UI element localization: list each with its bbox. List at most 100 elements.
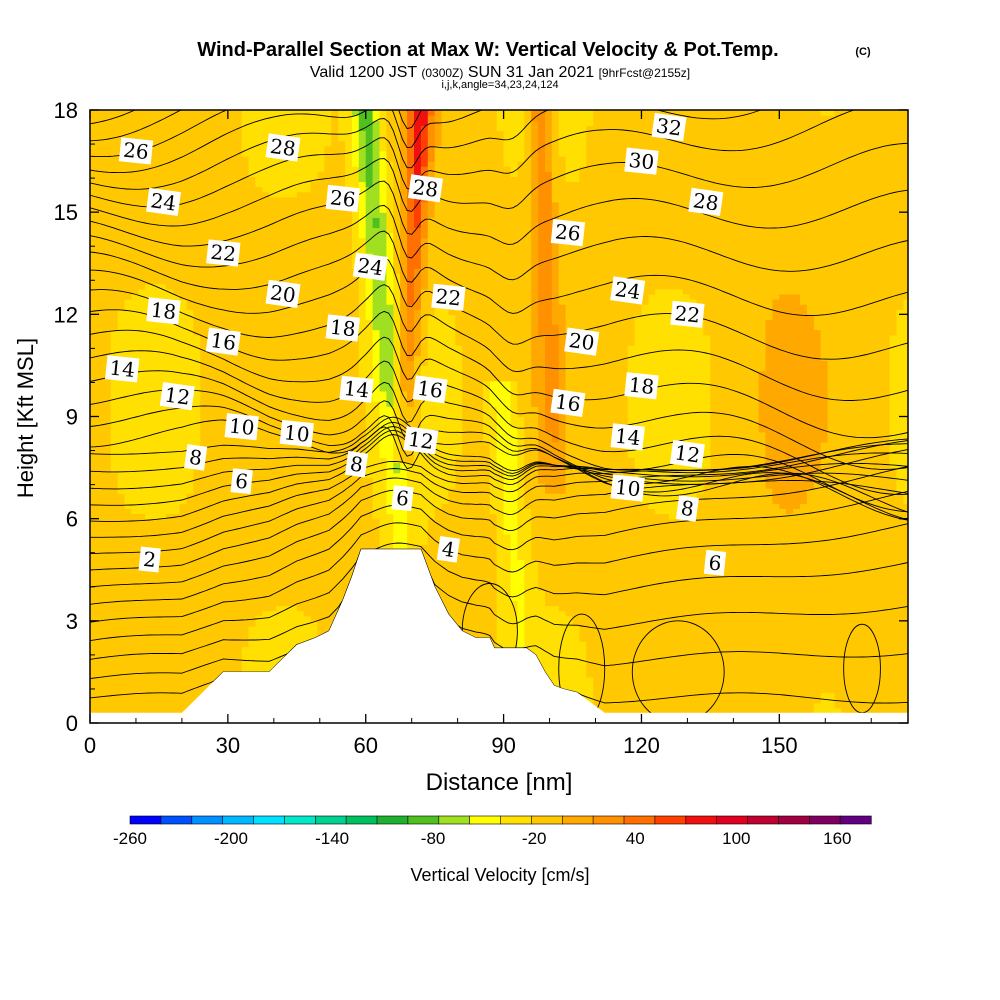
- velocity-cell: [193, 620, 201, 627]
- velocity-cell: [372, 457, 381, 464]
- velocity-cell: [255, 150, 263, 157]
- velocity-cell: [214, 462, 222, 469]
- velocity-cell: [207, 283, 215, 290]
- velocity-cell: [296, 554, 305, 561]
- velocity-cell: [289, 580, 298, 586]
- velocity-cell: [124, 677, 132, 683]
- velocity-cell: [241, 452, 250, 458]
- velocity-cell: [248, 482, 256, 489]
- velocity-cell: [193, 247, 201, 254]
- velocity-cell: [200, 406, 208, 412]
- velocity-cell: [227, 166, 236, 172]
- velocity-cell: [90, 130, 98, 137]
- velocity-cell: [96, 355, 105, 361]
- velocity-cell: [324, 518, 332, 525]
- velocity-cell: [248, 263, 256, 269]
- velocity-cell: [90, 462, 98, 469]
- velocity-cell: [310, 554, 319, 561]
- velocity-cell: [152, 462, 160, 469]
- velocity-cell: [138, 697, 146, 704]
- velocity-cell: [296, 207, 305, 213]
- velocity-cell: [241, 268, 250, 275]
- velocity-cell: [303, 319, 312, 326]
- velocity-cell: [331, 309, 339, 315]
- velocity-cell: [324, 258, 332, 264]
- velocity-cell: [158, 615, 167, 622]
- velocity-cell: [158, 268, 167, 275]
- velocity-cell: [96, 345, 105, 351]
- velocity-cell: [324, 580, 332, 586]
- velocity-cell: [234, 498, 243, 504]
- velocity-cell: [193, 426, 201, 433]
- velocity-cell: [124, 472, 132, 479]
- velocity-cell: [124, 482, 132, 489]
- velocity-cell: [214, 166, 222, 172]
- velocity-cell: [124, 396, 132, 402]
- velocity-cell: [214, 110, 222, 116]
- velocity-cell: [234, 201, 243, 208]
- velocity-cell: [296, 293, 305, 300]
- velocity-cell: [186, 375, 194, 382]
- velocity-cell: [351, 416, 360, 423]
- velocity-cell: [152, 319, 160, 326]
- velocity-cell: [186, 625, 194, 632]
- velocity-cell: [255, 600, 263, 607]
- velocity-cell: [96, 610, 105, 617]
- velocity-cell: [310, 457, 319, 464]
- subtitle-date: SUN 31 Jan 2021: [463, 64, 598, 81]
- velocity-cell: [124, 447, 132, 453]
- velocity-cell: [269, 258, 277, 264]
- velocity-cell: [324, 508, 332, 515]
- velocity-cell: [193, 498, 201, 504]
- velocity-cell: [262, 666, 270, 673]
- velocity-cell: [96, 682, 105, 688]
- velocity-cell: [365, 186, 374, 193]
- velocity-cell: [193, 625, 201, 632]
- velocity-cell: [317, 360, 325, 366]
- velocity-cell: [158, 166, 167, 172]
- velocity-cell: [255, 293, 263, 300]
- velocity-cell: [283, 600, 291, 607]
- velocity-cell: [186, 242, 194, 249]
- velocity-cell: [289, 401, 298, 407]
- velocity-cell: [283, 166, 291, 172]
- velocity-cell: [303, 196, 312, 203]
- velocity-cell: [200, 293, 208, 300]
- velocity-cell: [90, 549, 98, 555]
- velocity-cell: [338, 467, 346, 474]
- velocity-cell: [165, 661, 174, 668]
- velocity-cell: [310, 508, 319, 515]
- velocity-cell: [345, 145, 353, 152]
- velocity-cell: [289, 528, 298, 535]
- velocity-cell: [255, 309, 263, 315]
- velocity-cell: [200, 196, 208, 203]
- velocity-cell: [103, 385, 112, 392]
- velocity-cell: [90, 682, 98, 688]
- velocity-cell: [207, 549, 215, 555]
- velocity-cell: [227, 212, 236, 218]
- velocity-cell: [234, 110, 243, 116]
- velocity-cell: [138, 513, 146, 520]
- velocity-cell: [289, 365, 298, 372]
- velocity-cell: [131, 646, 139, 653]
- velocity-cell: [179, 140, 188, 147]
- velocity-cell: [317, 406, 325, 412]
- velocity-cell: [193, 191, 201, 198]
- velocity-cell: [269, 523, 277, 530]
- velocity-cell: [296, 416, 305, 423]
- velocity-cell: [241, 360, 250, 366]
- velocity-cell: [214, 534, 222, 540]
- velocity-cell: [124, 569, 132, 576]
- velocity-cell: [227, 278, 236, 285]
- velocity-cell: [221, 406, 229, 412]
- velocity-cell: [248, 278, 256, 285]
- velocity-cell: [90, 125, 98, 131]
- velocity-cell: [179, 534, 188, 540]
- velocity-cell: [124, 682, 132, 688]
- velocity-cell: [255, 666, 263, 673]
- velocity-cell: [331, 145, 339, 152]
- velocity-cell: [269, 651, 277, 658]
- velocity-cell: [345, 370, 353, 377]
- velocity-cell: [158, 334, 167, 341]
- velocity-cell: [193, 370, 201, 377]
